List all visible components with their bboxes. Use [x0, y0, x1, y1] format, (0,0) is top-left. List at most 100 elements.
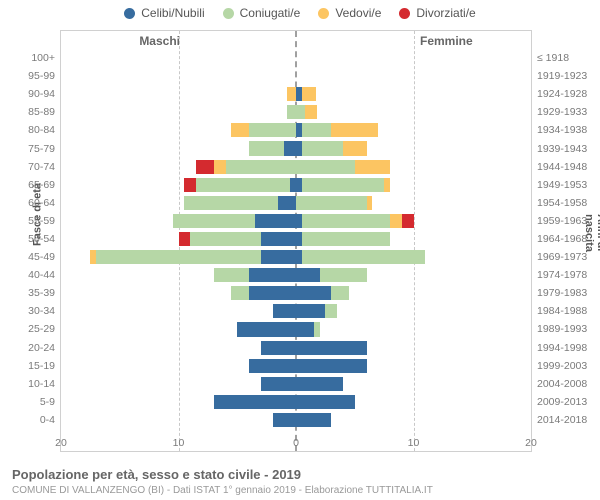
- age-label: 35-39: [28, 284, 61, 302]
- bar-segment: [384, 178, 390, 192]
- legend-swatch-single: [124, 8, 135, 19]
- birth-year-label: ≤ 1918: [531, 49, 569, 67]
- age-label: 10-14: [28, 375, 61, 393]
- bar-segment: [331, 286, 349, 300]
- bar-segment: [305, 105, 317, 119]
- age-label: 40-44: [28, 266, 61, 284]
- bar-segment: [331, 123, 378, 137]
- bar-segment: [226, 160, 297, 174]
- bar-segment: [237, 322, 296, 336]
- bar-segment: [367, 196, 373, 210]
- x-tick-label: 20: [55, 437, 67, 449]
- x-tick-label: 20: [525, 437, 537, 449]
- bar-male: [287, 87, 296, 101]
- bar-segment: [302, 178, 384, 192]
- bar-female: [296, 160, 390, 174]
- birth-year-label: 1969-1973: [531, 248, 587, 266]
- chart-area: 100+≤ 191895-991919-192390-941924-192885…: [60, 30, 532, 452]
- bar-segment: [296, 341, 367, 355]
- legend-item-divorced: Divorziati/e: [399, 6, 475, 20]
- bar-female: [296, 123, 378, 137]
- bar-segment: [96, 250, 261, 264]
- bar-female: [296, 377, 343, 391]
- bar-segment: [196, 178, 290, 192]
- bar-female: [296, 250, 425, 264]
- birth-year-label: 1994-1998: [531, 339, 587, 357]
- birth-year-label: 1974-1978: [531, 266, 587, 284]
- bar-segment: [261, 232, 296, 246]
- bar-segment: [343, 141, 367, 155]
- birth-year-label: 1929-1933: [531, 103, 587, 121]
- legend-label-single: Celibi/Nubili: [141, 6, 204, 20]
- age-label: 30-34: [28, 302, 61, 320]
- bar-segment: [302, 214, 390, 228]
- rows-container: 100+≤ 191895-991919-192390-941924-192885…: [61, 49, 531, 431]
- bar-segment: [302, 87, 316, 101]
- bar-segment: [296, 304, 325, 318]
- bar-female: [296, 286, 349, 300]
- bar-female: [296, 341, 367, 355]
- pyramid-row: 30-341984-1988: [61, 302, 531, 320]
- bar-segment: [302, 141, 343, 155]
- bar-female: [296, 196, 372, 210]
- pyramid-row: 65-691949-1953: [61, 176, 531, 194]
- bar-segment: [296, 268, 320, 282]
- age-label: 75-79: [28, 139, 61, 157]
- bar-segment: [296, 395, 355, 409]
- pyramid-row: 70-741944-1948: [61, 158, 531, 176]
- bar-segment: [196, 160, 214, 174]
- bar-segment: [184, 178, 196, 192]
- bar-segment: [325, 304, 337, 318]
- bar-male: [90, 250, 296, 264]
- caption-title: Popolazione per età, sesso e stato civil…: [12, 467, 301, 482]
- bar-segment: [273, 413, 297, 427]
- bar-male: [231, 123, 296, 137]
- bar-segment: [261, 250, 296, 264]
- pyramid-row: 80-841934-1938: [61, 121, 531, 139]
- birth-year-label: 1954-1958: [531, 194, 587, 212]
- age-label: 5-9: [40, 393, 61, 411]
- age-label: 20-24: [28, 339, 61, 357]
- bar-male: [231, 286, 296, 300]
- pyramid-row: 35-391979-1983: [61, 284, 531, 302]
- bar-male: [249, 141, 296, 155]
- bar-male: [287, 105, 296, 119]
- bar-segment: [302, 232, 390, 246]
- legend-swatch-divorced: [399, 8, 410, 19]
- bar-segment: [231, 286, 249, 300]
- age-label: 65-69: [28, 176, 61, 194]
- bar-segment: [214, 395, 296, 409]
- bar-male: [273, 413, 297, 427]
- pyramid-row: 0-42014-2018: [61, 411, 531, 429]
- bar-segment: [287, 87, 296, 101]
- bar-female: [296, 413, 331, 427]
- bar-female: [296, 141, 367, 155]
- age-label: 90-94: [28, 85, 61, 103]
- pyramid-row: 10-142004-2008: [61, 375, 531, 393]
- bar-segment: [249, 123, 296, 137]
- pyramid-row: 90-941924-1928: [61, 85, 531, 103]
- bar-segment: [296, 377, 343, 391]
- bar-female: [296, 105, 317, 119]
- bar-segment: [255, 214, 296, 228]
- bar-segment: [287, 105, 296, 119]
- bar-segment: [249, 359, 296, 373]
- pyramid-row: 50-541964-1968: [61, 230, 531, 248]
- bar-segment: [296, 359, 367, 373]
- age-label: 100+: [31, 49, 61, 67]
- legend-label-widowed: Vedovi/e: [335, 6, 381, 20]
- bar-segment: [261, 377, 296, 391]
- bar-segment: [296, 196, 367, 210]
- birth-year-label: 1919-1923: [531, 67, 587, 85]
- birth-year-label: 1944-1948: [531, 158, 587, 176]
- bar-female: [296, 359, 367, 373]
- age-label: 25-29: [28, 320, 61, 338]
- bar-segment: [184, 196, 278, 210]
- caption-subtitle: COMUNE DI VALLANZENGO (BI) - Dati ISTAT …: [12, 485, 433, 496]
- bar-male: [237, 322, 296, 336]
- bar-segment: [355, 160, 390, 174]
- bar-segment: [302, 123, 331, 137]
- bar-female: [296, 178, 390, 192]
- birth-year-label: 1989-1993: [531, 320, 587, 338]
- pyramid-row: 5-92009-2013: [61, 393, 531, 411]
